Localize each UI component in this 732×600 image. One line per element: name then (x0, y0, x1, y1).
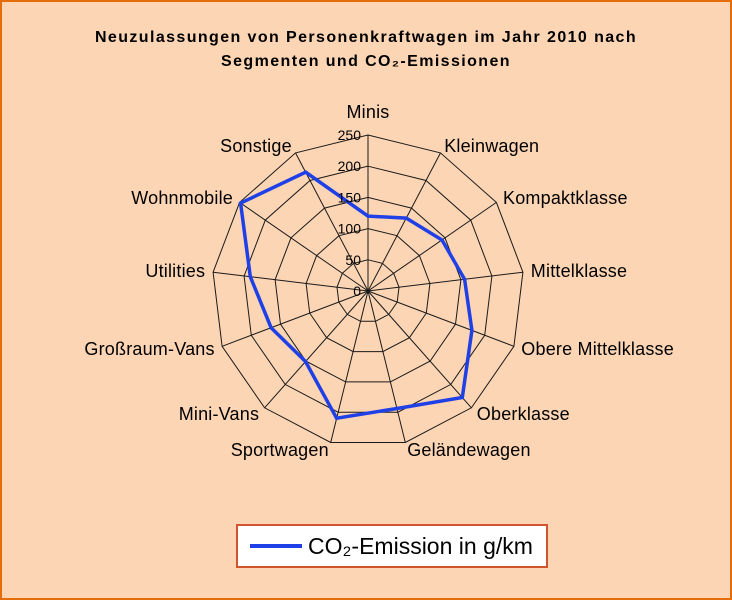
axis-line-obere-mittelklasse (367, 290, 515, 347)
data-point-wohnmobile (239, 201, 243, 205)
data-point-gelaendewagen (395, 406, 399, 411)
axis-line-sonstige (295, 152, 369, 292)
data-point-grossraum-vans (269, 326, 273, 330)
legend: CO₂-Emission in g/km (236, 524, 548, 568)
data-point-sonstige (304, 170, 308, 174)
legend-label: CO₂-Emission in g/km (308, 533, 533, 559)
axis-label-mittelklasse: Mittelklasse (531, 261, 627, 281)
axis-line-grossraum-vans (221, 290, 369, 347)
chart-title: Neuzulassungen von Personenkraftwagen im… (94, 29, 638, 70)
data-point-utilities (248, 275, 252, 279)
axis-label-kleinwagen: Kleinwagen (444, 136, 539, 156)
axis-label-utilities: Utilities (145, 261, 205, 281)
axis-label-mini-vans: Mini-Vans (179, 404, 260, 424)
data-point-kompaktklasse (440, 238, 444, 242)
axis-label-sportwagen: Sportwagen (231, 440, 329, 460)
axis-line-utilities (213, 271, 369, 292)
axis-line-kleinwagen (367, 152, 441, 292)
tick-label-150: 150 (338, 189, 362, 205)
grid-ring-100 (305, 228, 431, 353)
axis-label-obere-mittelklasse: Obere Mittelklasse (521, 339, 674, 359)
axis-label-minis: Minis (346, 102, 389, 122)
axis-label-kompaktklasse: Kompaktklasse (503, 188, 628, 208)
data-point-obere-mittelklasse (470, 328, 474, 332)
axis-line-gelaendewagen (367, 290, 406, 443)
grid-ring-50 (336, 259, 400, 322)
grid-ring-150 (274, 196, 462, 383)
axis-label-sonstige: Sonstige (220, 136, 292, 156)
tick-label-50: 50 (345, 252, 361, 268)
data-point-oberklasse (460, 395, 464, 400)
axis-line-wohnmobile (239, 201, 369, 292)
data-point-sportwagen (335, 416, 339, 420)
data-point-kleinwagen (404, 216, 408, 220)
data-point-mittelklasse (463, 277, 467, 281)
legend-line-sample (250, 544, 302, 548)
axis-line-mini-vans (264, 290, 369, 409)
tick-label-200: 200 (338, 158, 362, 174)
tick-label-100: 100 (338, 221, 362, 237)
series-line-0 (238, 170, 474, 421)
axis-line-kompaktklasse (367, 201, 497, 292)
tick-label-0: 0 (353, 283, 361, 299)
data-point-mini-vans (303, 359, 308, 364)
tick-label-250: 250 (338, 127, 362, 143)
axis-line-oberklasse (367, 290, 472, 409)
data-point-minis (366, 214, 370, 218)
grid-ring-250 (212, 134, 524, 443)
axis-line-mittelklasse (367, 271, 523, 292)
axis-label-wohnmobile: Wohnmobile (131, 188, 233, 208)
axis-label-grossraum-vans: Großraum-Vans (84, 339, 214, 359)
axis-label-oberklasse: Oberklasse (477, 404, 570, 424)
axis-label-gelaendewagen: Geländewagen (407, 440, 531, 460)
